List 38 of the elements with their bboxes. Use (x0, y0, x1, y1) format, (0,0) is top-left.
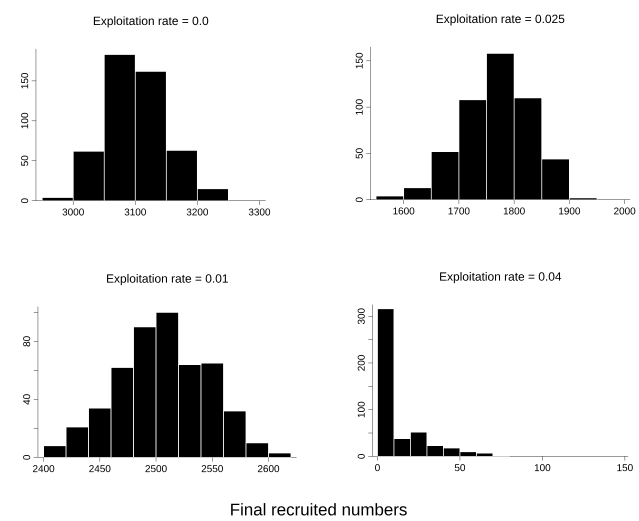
y-tick-label: 50 (356, 148, 363, 158)
y-tick-label: 200 (358, 354, 365, 371)
chart-title: Exploitation rate = 0.01 (107, 274, 228, 285)
chart-title: Exploitation rate = 0.0 (94, 16, 208, 28)
x-tick-label: 2600 (258, 464, 280, 472)
x-tick-label: 2400 (33, 464, 54, 472)
y-tick-label: 0 (23, 454, 30, 460)
y-tick-label: 0 (21, 198, 28, 203)
y-tick-label: 80 (23, 336, 30, 346)
x-tick-label: 1800 (504, 207, 525, 214)
y-tick-label: 300 (358, 308, 365, 324)
y-tick-label: 100 (356, 99, 363, 115)
y-tick-label: 100 (21, 112, 28, 128)
x-tick-label: 2550 (202, 464, 223, 472)
y-tick-label: 150 (21, 72, 28, 88)
x-tick-label: 1600 (393, 207, 414, 214)
x-tick-label: 3100 (124, 208, 146, 216)
x-tick-label: 50 (454, 464, 466, 472)
x-tick-label: 100 (534, 464, 550, 472)
x-tick-label: 3300 (248, 208, 270, 216)
y-tick-label: 50 (21, 155, 28, 166)
y-tick-label: 40 (23, 394, 30, 405)
x-tick-label: 3000 (62, 208, 84, 216)
x-axis-title: Final recruited numbers (231, 502, 407, 516)
chart-title: Exploitation rate = 0.04 (440, 272, 562, 283)
chart-title: Exploitation rate = 0.025 (436, 14, 564, 26)
x-tick-label: 0 (375, 464, 380, 472)
x-tick-label: 2500 (145, 464, 167, 472)
y-tick-label: 0 (356, 197, 363, 202)
x-tick-label: 1700 (448, 207, 470, 214)
y-tick-label: 0 (358, 454, 365, 459)
x-tick-label: 1900 (559, 207, 580, 214)
y-tick-label: 150 (356, 52, 363, 68)
y-tick-label: 100 (358, 402, 365, 418)
x-tick-label: 150 (617, 464, 633, 472)
x-tick-label: 2000 (614, 207, 636, 214)
x-tick-label: 2450 (89, 464, 110, 472)
x-tick-label: 3200 (186, 208, 208, 216)
